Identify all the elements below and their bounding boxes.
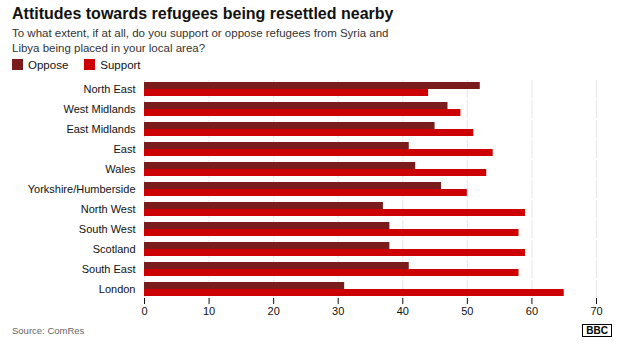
svg-text:Wales: Wales xyxy=(105,163,136,175)
svg-text:North East: North East xyxy=(84,83,136,95)
html-text:Attitudes towards refugees bei: Attitudes towards refugees being resettl… xyxy=(12,5,394,22)
svg-text:East Midlands: East Midlands xyxy=(66,123,136,135)
html-text:Oppose: Oppose xyxy=(28,58,69,71)
svg-text:London: London xyxy=(99,283,136,295)
svg-text:70: 70 xyxy=(590,305,602,317)
svg-text:10: 10 xyxy=(203,305,215,317)
html-text:Support: Support xyxy=(100,58,141,71)
svg-text:0: 0 xyxy=(141,305,147,317)
svg-text:Yorkshire/Humberside: Yorkshire/Humberside xyxy=(28,183,136,195)
svg-text:50: 50 xyxy=(461,305,473,317)
svg-text:West Midlands: West Midlands xyxy=(64,103,136,115)
svg-text:20: 20 xyxy=(268,305,280,317)
html-text:Source: ComRes: Source: ComRes xyxy=(12,324,85,336)
svg-text:North West: North West xyxy=(81,203,136,215)
html-text:To what extent, if at all, do: To what extent, if at all, do you suppor… xyxy=(12,27,389,54)
html-text:BBC: BBC xyxy=(586,324,608,336)
svg-text:30: 30 xyxy=(332,305,344,317)
svg-text:South West: South West xyxy=(79,223,136,235)
svg-text:East: East xyxy=(113,143,135,155)
svg-text:40: 40 xyxy=(397,305,409,317)
svg-text:60: 60 xyxy=(526,305,538,317)
svg-text:South East: South East xyxy=(82,263,136,275)
svg-text:Scotland: Scotland xyxy=(93,243,136,255)
